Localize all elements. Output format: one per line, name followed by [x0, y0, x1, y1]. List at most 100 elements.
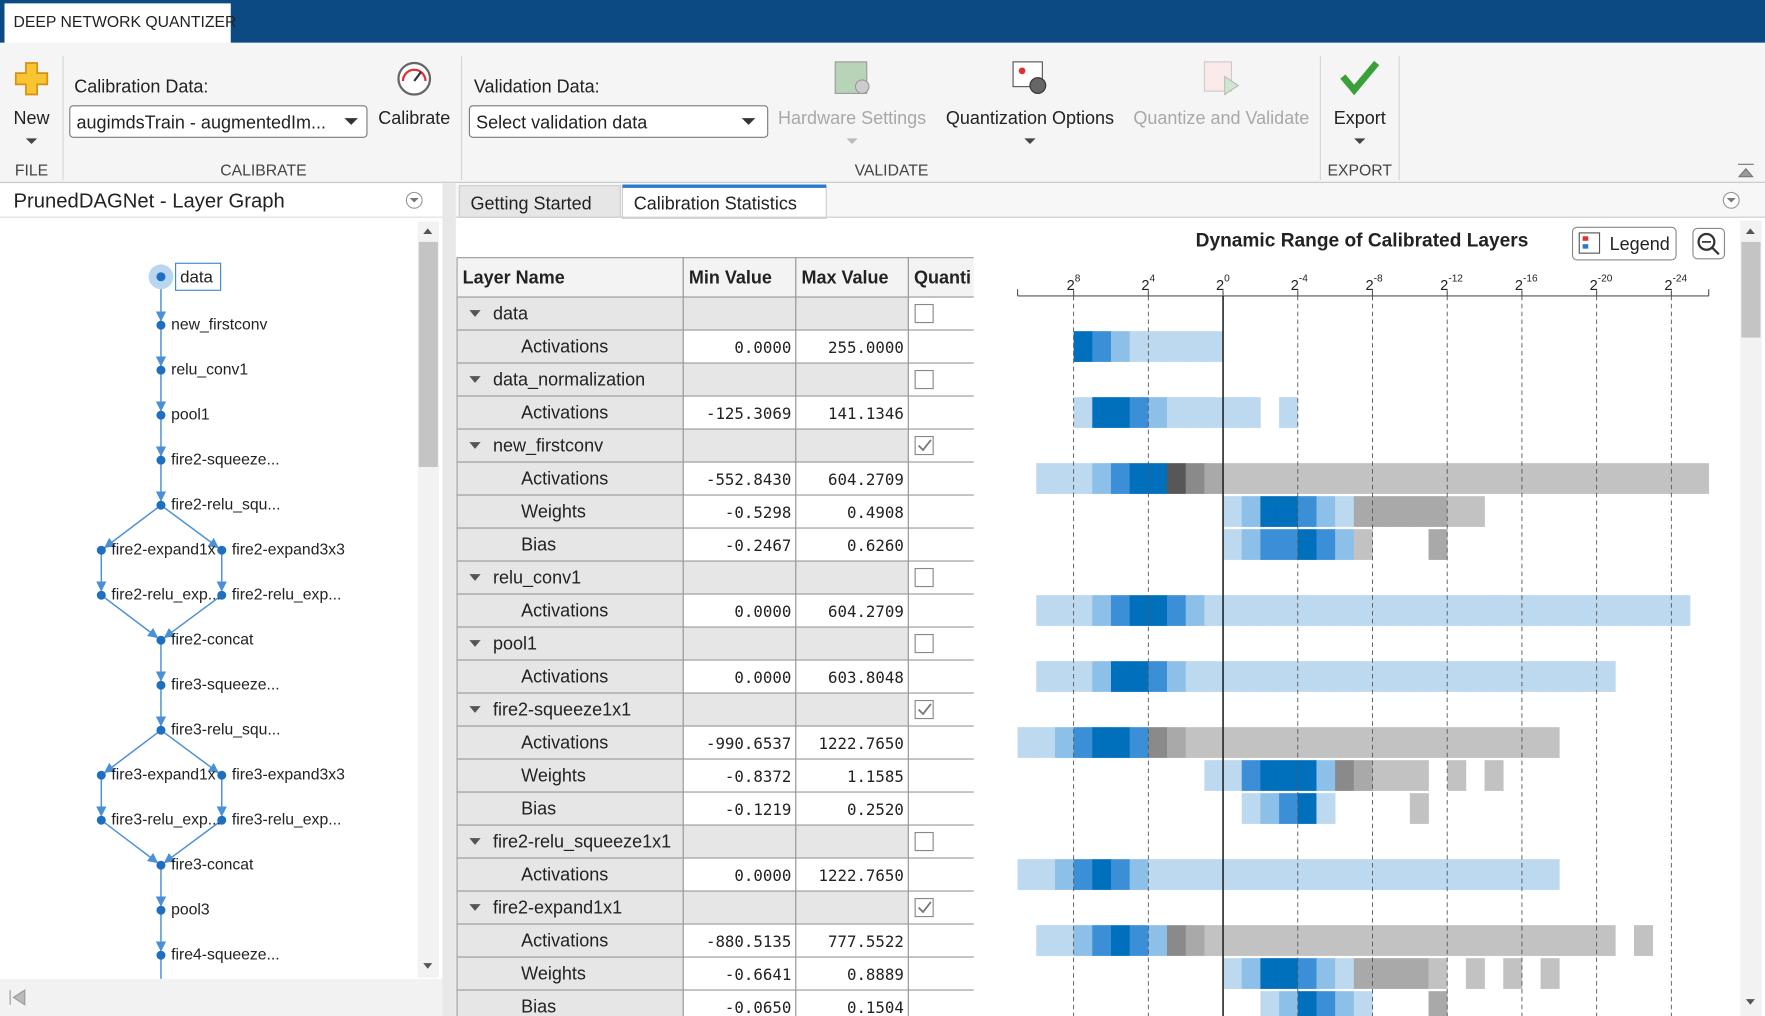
graph-node[interactable]: data — [148, 262, 222, 291]
expand-caret[interactable] — [469, 640, 481, 647]
scrollbar-thumb[interactable] — [418, 241, 438, 467]
quantize-checkbox[interactable] — [914, 303, 934, 324]
expand-caret[interactable] — [469, 904, 481, 911]
nav-button[interactable] — [9, 989, 26, 1006]
scrollbar[interactable] — [1740, 220, 1762, 1016]
graph-node[interactable]: fire2-relu_squ... — [156, 497, 281, 514]
range-cell — [1185, 397, 1205, 428]
panel-menu[interactable] — [405, 191, 423, 209]
quantize-checkbox[interactable] — [914, 369, 934, 390]
collapse-button[interactable] — [1737, 163, 1754, 178]
tick-base: 2 — [1291, 278, 1299, 294]
layer-row[interactable]: pool1 — [456, 626, 975, 661]
range-cell — [1110, 331, 1130, 362]
range-cell — [1260, 496, 1280, 527]
graph-node[interactable]: fire2-expand1x — [96, 542, 216, 559]
range-cell — [1110, 859, 1130, 890]
quantize-checkbox[interactable] — [914, 567, 934, 588]
range-cell — [1054, 859, 1074, 890]
graph-node[interactable]: fire2-squeeze... — [156, 452, 280, 469]
range-cell — [1241, 859, 1261, 890]
layer-row[interactable]: fire2-relu_squeeze1x1 — [456, 824, 975, 859]
range-cell — [1279, 793, 1299, 824]
tick-exponent: -12 — [1448, 274, 1463, 285]
expand-caret[interactable] — [469, 310, 481, 317]
expand-caret[interactable] — [469, 706, 481, 713]
expand-caret[interactable] — [469, 838, 481, 845]
layer-row[interactable]: fire2-expand1x1 — [456, 890, 975, 925]
layer-row[interactable]: relu_conv1 — [456, 560, 975, 595]
graph-node[interactable]: fire3-relu_exp... — [96, 812, 221, 829]
layer-row[interactable]: fire2-squeeze1x1 — [456, 692, 975, 727]
quantize-validate-button[interactable]: Quantize and Validate — [1133, 61, 1309, 128]
zoom-button[interactable] — [1692, 227, 1726, 260]
table-cell — [682, 791, 797, 826]
parameter-row: Weights -0.8372 1.1585 — [456, 758, 974, 793]
range-cell — [1428, 463, 1448, 494]
tick-base: 2 — [1590, 278, 1598, 294]
legend-button[interactable]: Legend — [1571, 226, 1677, 261]
expand-caret[interactable] — [469, 574, 481, 581]
range-cell — [1540, 661, 1560, 692]
quantization-options-button[interactable]: Quantization Options — [946, 61, 1114, 145]
expand-caret[interactable] — [469, 442, 481, 449]
graph-node[interactable]: new_firstconv — [156, 317, 268, 334]
checkbox-check — [917, 901, 932, 914]
graph-node[interactable]: fire2-relu_exp... — [217, 587, 341, 604]
min-value: -880.5135 — [706, 932, 791, 951]
tab[interactable]: Getting Started — [458, 185, 621, 218]
graph-node[interactable]: pool1 — [156, 407, 210, 424]
graph-node[interactable]: fire4-squeeze... — [156, 947, 280, 964]
layer-row[interactable]: data_normalization — [456, 362, 975, 397]
layer-graph: data new_firstconv relu_conv1 pool1 fire2-sq… — [96, 262, 345, 979]
range-cell — [1428, 496, 1448, 527]
quantize-checkbox[interactable] — [914, 633, 934, 654]
calibration-data-dropdown[interactable]: augimdsTrain - augmentedIm... — [69, 105, 368, 138]
layer-row[interactable]: data — [456, 296, 975, 331]
parameter-name: Activations — [521, 865, 608, 885]
panel-menu[interactable] — [1722, 191, 1740, 209]
quantize-checkbox[interactable] — [914, 831, 934, 852]
scrollbar-thumb[interactable] — [1741, 241, 1761, 338]
tick-base: 2 — [1141, 278, 1149, 294]
range-cell — [1297, 529, 1317, 560]
splitter[interactable] — [442, 183, 456, 1016]
graph-node[interactable]: fire2-relu_exp... — [96, 587, 221, 604]
graph-node[interactable]: fire3-squeeze... — [156, 677, 280, 694]
range-cell — [1353, 661, 1373, 692]
layer-row[interactable]: new_firstconv — [456, 428, 975, 463]
quantize-checkbox[interactable] — [914, 435, 934, 456]
node-label: relu_conv1 — [171, 362, 248, 379]
graph-node[interactable]: fire3-relu_squ... — [156, 722, 281, 739]
graph-node[interactable]: fire2-concat — [156, 632, 254, 649]
range-cell — [1260, 958, 1280, 989]
graph-node[interactable]: fire3-expand3x3 — [217, 767, 345, 784]
hardware-settings-button[interactable]: Hardware Settings — [778, 61, 926, 145]
validation-data-dropdown[interactable]: Select validation data — [468, 105, 769, 138]
graph-node[interactable]: pool3 — [156, 902, 210, 919]
graph-edge — [160, 729, 219, 774]
graph-node[interactable]: fire3-expand1x — [96, 767, 216, 784]
expand-caret[interactable] — [469, 376, 481, 383]
tab-selected[interactable]: Calibration Statistics — [621, 184, 827, 219]
dropdown-arrow — [1354, 138, 1366, 145]
quantize-checkbox[interactable] — [914, 699, 934, 720]
graph-node[interactable]: fire3-relu_exp... — [217, 812, 341, 829]
range-cell — [1185, 661, 1205, 692]
max-value: 604.2709 — [828, 470, 904, 489]
range-cell — [1260, 760, 1280, 791]
header-cell — [456, 257, 684, 298]
app-tab[interactable] — [4, 3, 231, 44]
header-cell — [682, 257, 797, 298]
graph-node[interactable]: relu_conv1 — [156, 362, 248, 379]
quantize-checkbox[interactable] — [914, 897, 934, 918]
new-button[interactable]: New — [14, 62, 51, 145]
range-cell — [1185, 859, 1205, 890]
graph-node[interactable]: fire3-concat — [156, 857, 254, 874]
range-cell — [1634, 925, 1654, 956]
range-cell — [1353, 760, 1373, 791]
calibrate-button[interactable]: Calibrate — [378, 61, 450, 128]
export-button[interactable]: Export — [1334, 60, 1386, 145]
range-cell — [1054, 595, 1074, 626]
graph-node[interactable]: fire2-expand3x3 — [217, 542, 345, 559]
